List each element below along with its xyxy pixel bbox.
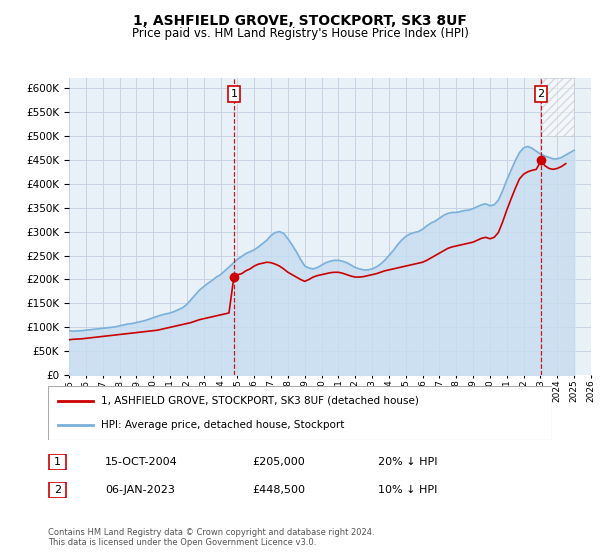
FancyBboxPatch shape: [48, 386, 552, 440]
Text: HPI: Average price, detached house, Stockport: HPI: Average price, detached house, Stoc…: [101, 420, 344, 430]
Text: 20% ↓ HPI: 20% ↓ HPI: [378, 457, 437, 467]
Polygon shape: [541, 78, 574, 136]
Text: 15-OCT-2004: 15-OCT-2004: [105, 457, 178, 467]
FancyBboxPatch shape: [49, 482, 66, 497]
Text: £205,000: £205,000: [252, 457, 305, 467]
Text: 1: 1: [54, 457, 61, 467]
Text: Price paid vs. HM Land Registry's House Price Index (HPI): Price paid vs. HM Land Registry's House …: [131, 27, 469, 40]
Text: 1, ASHFIELD GROVE, STOCKPORT, SK3 8UF (detached house): 1, ASHFIELD GROVE, STOCKPORT, SK3 8UF (d…: [101, 396, 419, 406]
Text: 2: 2: [54, 485, 61, 495]
Text: 1, ASHFIELD GROVE, STOCKPORT, SK3 8UF: 1, ASHFIELD GROVE, STOCKPORT, SK3 8UF: [133, 14, 467, 28]
FancyBboxPatch shape: [49, 455, 66, 469]
Text: 2: 2: [538, 89, 545, 99]
Text: £448,500: £448,500: [252, 485, 305, 495]
Text: 1: 1: [230, 89, 238, 99]
Text: 10% ↓ HPI: 10% ↓ HPI: [378, 485, 437, 495]
Text: 06-JAN-2023: 06-JAN-2023: [105, 485, 175, 495]
Text: Contains HM Land Registry data © Crown copyright and database right 2024.
This d: Contains HM Land Registry data © Crown c…: [48, 528, 374, 547]
